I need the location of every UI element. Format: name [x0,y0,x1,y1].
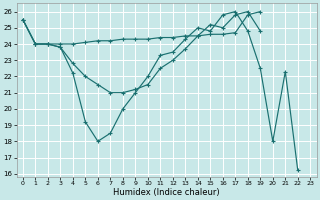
X-axis label: Humidex (Indice chaleur): Humidex (Indice chaleur) [113,188,220,197]
